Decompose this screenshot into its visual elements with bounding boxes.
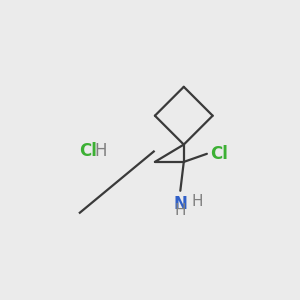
Text: Cl: Cl xyxy=(210,145,228,163)
Text: H: H xyxy=(175,203,186,218)
Text: H: H xyxy=(192,194,203,209)
Text: H: H xyxy=(94,142,107,160)
Text: N: N xyxy=(173,195,187,213)
Text: Cl: Cl xyxy=(79,142,97,160)
